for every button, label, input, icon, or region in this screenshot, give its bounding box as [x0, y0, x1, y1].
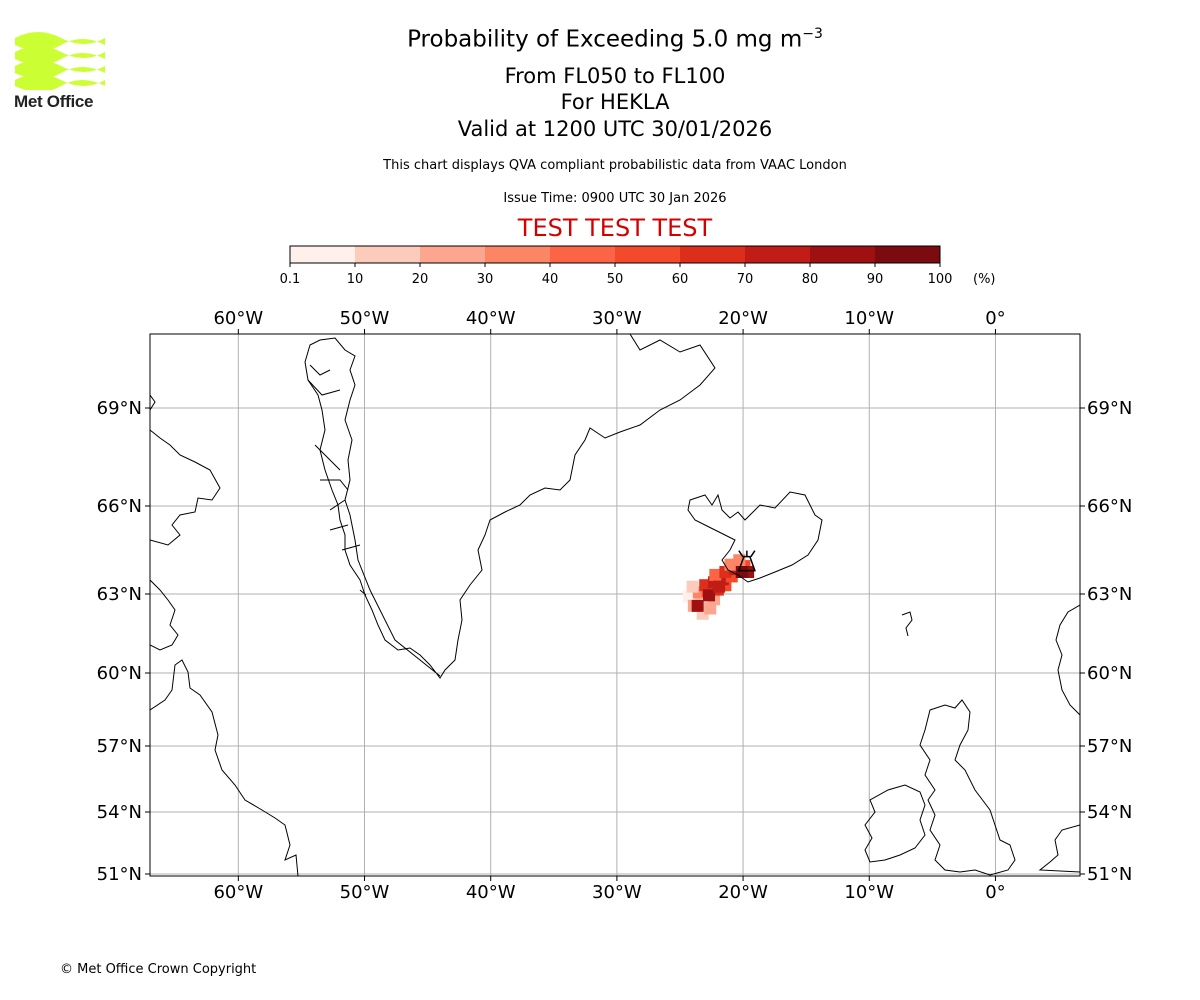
chart-title-text: Probability of Exceeding 5.0 mg m [407, 26, 803, 53]
copyright: © Met Office Crown Copyright [60, 962, 257, 977]
volcano-marker-hekla [737, 550, 756, 572]
chart-title-exponent: −3 [802, 26, 823, 42]
colorbar-tick-label: 90 [867, 272, 884, 287]
colorbar-bin-4 [550, 246, 616, 263]
lon-label-bottom: 40°W [466, 882, 516, 903]
coast-faroe-islands [901, 611, 913, 637]
chart-title: Probability of Exceeding 5.0 mg m−3 [0, 26, 1200, 53]
colorbar-unit: (%) [973, 272, 996, 287]
map-frame [149, 333, 1081, 877]
coast-greenland-inlets [307, 364, 367, 596]
map-axis-labels: 60°W 60°W 50°W 50°W 40°W 40°W 30°W 30°W 20°W 20°W… [97, 308, 1133, 903]
colorbar-bin-9 [875, 246, 941, 263]
colorbar-bin-6 [680, 246, 746, 263]
colorbar-bin-8 [810, 246, 876, 263]
lat-label-right: 60°N [1087, 663, 1132, 684]
lat-label-right: 63°N [1087, 584, 1132, 605]
coastlines [150, 334, 1080, 876]
lon-label-bottom: 20°W [718, 882, 768, 903]
lon-label-bottom: 10°W [844, 882, 894, 903]
graticule [150, 334, 1080, 876]
colorbar-tick-label: 100 [928, 272, 953, 287]
colorbar: 0.1 10 20 30 40 50 60 70 80 90 100 (%) [280, 245, 996, 287]
lat-label-right: 66°N [1087, 496, 1132, 517]
lat-label-left: 69°N [97, 398, 142, 419]
coast-denmark [1038, 824, 1080, 873]
plume-cell [709, 568, 722, 581]
coast-canada-north [150, 429, 221, 546]
lat-label-right: 51°N [1087, 864, 1132, 885]
lon-label-bottom: 60°W [213, 882, 263, 903]
lat-label-left: 54°N [97, 802, 142, 823]
lon-label-top: 50°W [340, 308, 390, 329]
colorbar-tick-label: 40 [542, 272, 559, 287]
coast-norway [1055, 604, 1080, 716]
plume-cell [691, 599, 704, 612]
colorbar-tick-label: 0.1 [280, 272, 301, 287]
coast-iceland [687, 491, 823, 583]
lon-label-bottom: 30°W [592, 882, 642, 903]
data-source-note: This chart displays QVA compliant probab… [383, 158, 847, 173]
colorbar-tick-label: 60 [672, 272, 689, 287]
coast-ireland [864, 784, 926, 863]
lat-label-right: 54°N [1087, 802, 1132, 823]
colorbar-bin-3 [485, 246, 551, 263]
lon-label-bottom: 50°W [340, 882, 390, 903]
plume-cell [682, 590, 695, 603]
test-banner: TEST TEST TEST [517, 214, 713, 242]
ash-probability-plume [682, 554, 755, 620]
met-office-wave-icon [15, 32, 105, 92]
colorbar-bin-1 [355, 246, 421, 263]
colorbar-bin-2 [420, 246, 486, 263]
coast-great-britain [919, 699, 1016, 876]
logo-text: Met Office [14, 92, 94, 111]
lon-label-top: 20°W [718, 308, 768, 329]
issue-time: Issue Time: 0900 UTC 30 Jan 2026 [503, 191, 727, 206]
lon-label-top: 60°W [213, 308, 263, 329]
lat-label-right: 57°N [1087, 736, 1132, 757]
lat-label-right: 69°N [1087, 398, 1132, 419]
subtitle-levels: From FL050 to FL100 [504, 64, 726, 88]
coast-canada-labrador [150, 579, 299, 876]
colorbar-tick-label: 30 [477, 272, 494, 287]
colorbar-bin-5 [615, 246, 681, 263]
lon-label-top: 40°W [466, 308, 516, 329]
lon-label-top: 0° [985, 308, 1005, 329]
subtitle-volcano: For HEKLA [560, 90, 670, 114]
met-office-logo: Met Office [14, 30, 108, 112]
colorbar-bin-0 [290, 246, 356, 263]
lat-label-left: 57°N [97, 736, 142, 757]
colorbar-tick-label: 20 [412, 272, 429, 287]
colorbar-tick-label: 50 [607, 272, 624, 287]
colorbar-bin-7 [745, 246, 811, 263]
colorbar-tick-label: 80 [802, 272, 819, 287]
plume-cell [735, 566, 748, 578]
plume-cell [703, 589, 716, 602]
lon-label-top: 10°W [844, 308, 894, 329]
plume-cell [686, 580, 699, 593]
subtitle-valid-time: Valid at 1200 UTC 30/01/2026 [457, 117, 773, 141]
lat-label-left: 60°N [97, 663, 142, 684]
lat-label-left: 63°N [97, 584, 142, 605]
lon-label-top: 30°W [592, 308, 642, 329]
map-ticks [145, 329, 1085, 881]
colorbar-tick-label: 70 [737, 272, 754, 287]
plume-cell [713, 580, 726, 593]
plume-cell [704, 602, 717, 615]
coast-greenland [304, 334, 716, 679]
lon-label-bottom: 0° [985, 882, 1005, 903]
lat-label-left: 51°N [97, 864, 142, 885]
volcano-icon [737, 550, 756, 572]
lat-label-left: 66°N [97, 496, 142, 517]
colorbar-tick-label: 10 [347, 272, 364, 287]
coast-canada-baffin [150, 394, 156, 411]
map-background [150, 334, 1080, 876]
